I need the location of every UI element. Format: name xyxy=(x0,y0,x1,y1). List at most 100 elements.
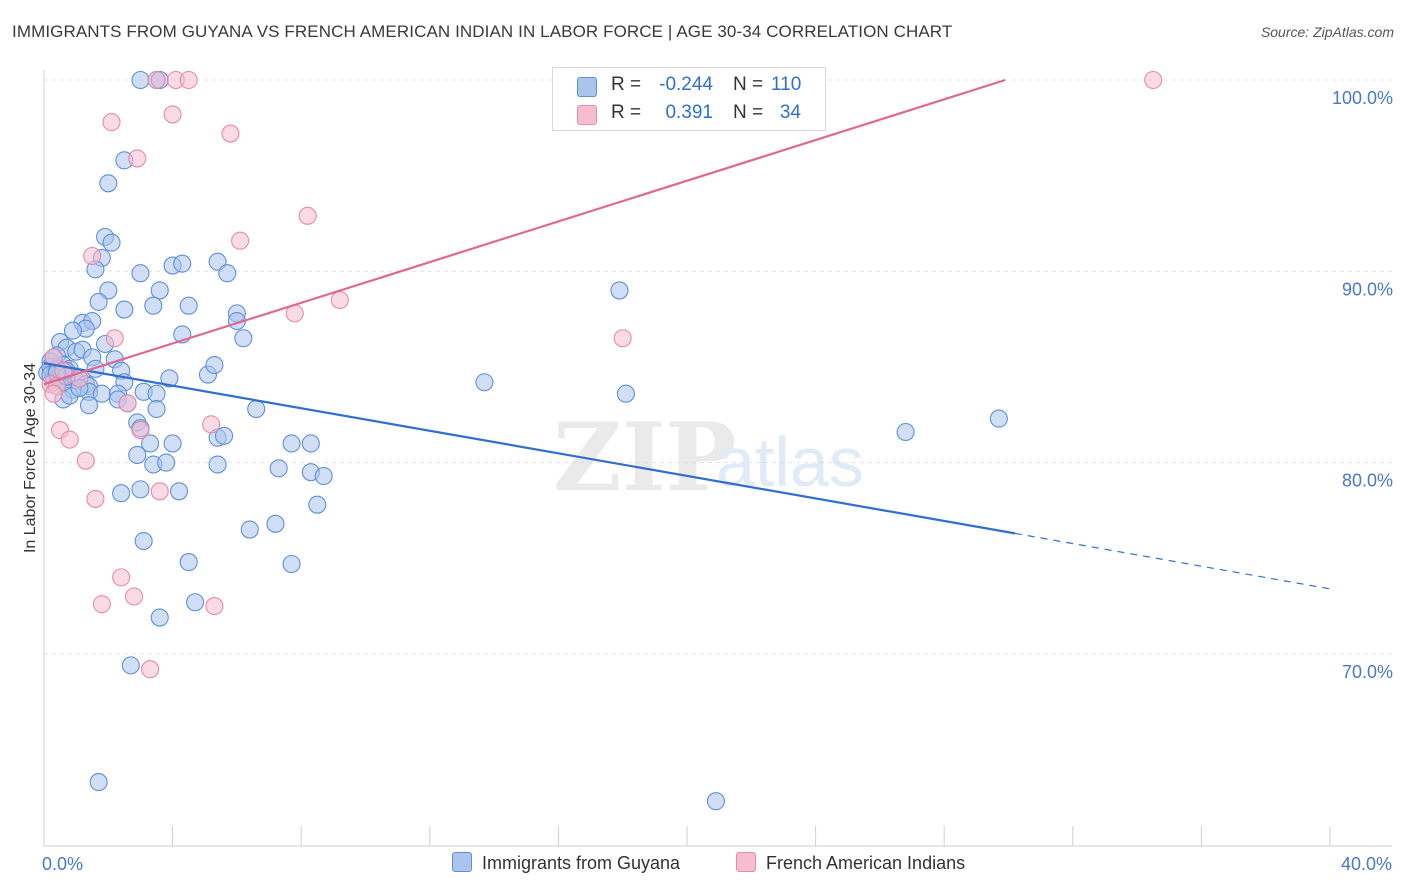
legend-row-french-american-indian: R = 0.391 N = 34 xyxy=(553,100,825,128)
point-guyana xyxy=(179,553,198,572)
point-french-american-indian xyxy=(150,482,169,501)
point-french-american-indian xyxy=(131,421,150,440)
x-tick-label-max: 40.0% xyxy=(1341,854,1392,874)
point-guyana xyxy=(205,355,224,375)
point-french-american-indian xyxy=(112,568,131,587)
point-guyana xyxy=(115,300,134,319)
point-french-american-indian xyxy=(298,206,317,225)
point-french-american-indian xyxy=(83,246,102,266)
point-guyana xyxy=(134,531,153,551)
bottom-legend-french-american-indian[interactable]: French American Indians xyxy=(736,852,965,874)
point-guyana xyxy=(282,434,301,453)
trend-line-guyana-extension xyxy=(1014,532,1331,590)
point-guyana xyxy=(214,426,234,445)
point-guyana xyxy=(616,384,635,403)
correlation-legend: R = -0.244 N = 110 R = 0.391 N = 34 xyxy=(552,67,826,131)
point-guyana xyxy=(144,296,163,315)
point-french-american-indian xyxy=(118,394,137,413)
legend-row-guyana: R = -0.244 N = 110 xyxy=(553,72,825,100)
point-guyana xyxy=(266,514,285,533)
point-guyana xyxy=(131,70,150,90)
point-french-american-indian xyxy=(60,430,79,449)
point-guyana xyxy=(147,384,166,403)
point-guyana xyxy=(314,466,333,486)
y-axis-label: In Labor Force | Age 30-34 xyxy=(22,363,39,553)
point-guyana xyxy=(173,254,192,273)
legend-swatch-pink xyxy=(736,852,756,872)
point-french-american-indian xyxy=(179,70,198,90)
point-guyana xyxy=(99,174,118,193)
point-french-american-indian xyxy=(44,384,63,403)
y-tick-label: 70.0% xyxy=(1342,662,1393,682)
point-french-american-indian xyxy=(221,124,240,143)
point-guyana xyxy=(186,593,205,612)
bottom-legend-guyana[interactable]: Immigrants from Guyana xyxy=(452,852,680,874)
point-guyana xyxy=(308,495,327,514)
point-guyana xyxy=(112,484,131,503)
point-guyana xyxy=(147,399,166,419)
legend-n-value: 34 xyxy=(779,102,801,123)
point-french-american-indian xyxy=(128,149,147,168)
legend-r-label: R = xyxy=(611,74,642,95)
point-guyana xyxy=(89,292,108,311)
point-guyana xyxy=(79,396,99,415)
legend-n-label: N = xyxy=(733,102,764,123)
point-guyana xyxy=(179,296,198,315)
legend-r-value: -0.244 xyxy=(659,74,713,95)
point-guyana xyxy=(150,608,169,627)
point-french-american-indian xyxy=(163,105,182,124)
point-french-american-indian xyxy=(86,489,105,508)
y-tick-label: 100.0% xyxy=(1332,88,1393,108)
point-french-american-indian xyxy=(105,329,124,348)
legend-label-guyana: Immigrants from Guyana xyxy=(482,853,681,873)
x-tick-label-min: 0.0% xyxy=(42,854,83,874)
legend-r-label: R = xyxy=(611,102,642,123)
point-guyana xyxy=(706,792,725,811)
legend-swatch-blue xyxy=(452,852,472,872)
point-guyana xyxy=(121,656,140,675)
point-guyana xyxy=(240,520,259,539)
y-tick-label: 80.0% xyxy=(1342,471,1393,491)
point-guyana xyxy=(128,445,147,464)
point-french-american-indian xyxy=(231,231,250,250)
point-guyana xyxy=(150,281,169,300)
point-guyana xyxy=(247,399,266,419)
point-guyana xyxy=(157,453,176,472)
point-guyana xyxy=(896,422,915,442)
point-guyana xyxy=(475,373,494,392)
legend-swatch-pink xyxy=(577,105,597,125)
source-label: Source: ZipAtlas.com xyxy=(1260,24,1394,40)
point-french-american-indian xyxy=(1144,70,1163,90)
point-guyana xyxy=(63,321,82,340)
point-guyana xyxy=(169,482,189,501)
point-french-american-indian xyxy=(76,451,95,470)
x-axis-ticks xyxy=(172,826,1331,846)
trend-lines xyxy=(43,78,1331,590)
point-guyana xyxy=(102,233,121,252)
point-french-american-indian xyxy=(124,587,144,606)
trend-line-french-american-indian xyxy=(43,78,1006,386)
watermark-atlas: atlas xyxy=(716,423,864,501)
point-guyana xyxy=(131,264,150,283)
point-guyana xyxy=(989,409,1008,428)
point-french-american-indian xyxy=(147,70,166,90)
point-guyana xyxy=(234,329,253,348)
legend-n-value: 110 xyxy=(771,74,802,95)
point-guyana xyxy=(141,434,160,453)
chart-title: IMMIGRANTS FROM GUYANA VS FRENCH AMERICA… xyxy=(12,22,953,41)
point-french-american-indian xyxy=(205,597,224,616)
y-axis-tick-labels: 70.0% 80.0% 90.0% 100.0% xyxy=(1332,88,1393,682)
point-guyana xyxy=(610,281,629,300)
grid-lines xyxy=(44,79,1392,655)
watermark: ZIP atlas xyxy=(553,403,864,513)
legend-swatch-blue xyxy=(577,77,597,97)
point-french-american-indian xyxy=(92,595,111,614)
point-french-american-indian xyxy=(330,290,349,310)
legend-n-label: N = xyxy=(733,74,764,95)
point-guyana xyxy=(269,459,288,478)
point-french-american-indian xyxy=(202,415,221,434)
trend-line-guyana xyxy=(43,362,1016,535)
point-french-american-indian xyxy=(102,113,121,132)
point-french-american-indian xyxy=(141,660,160,679)
